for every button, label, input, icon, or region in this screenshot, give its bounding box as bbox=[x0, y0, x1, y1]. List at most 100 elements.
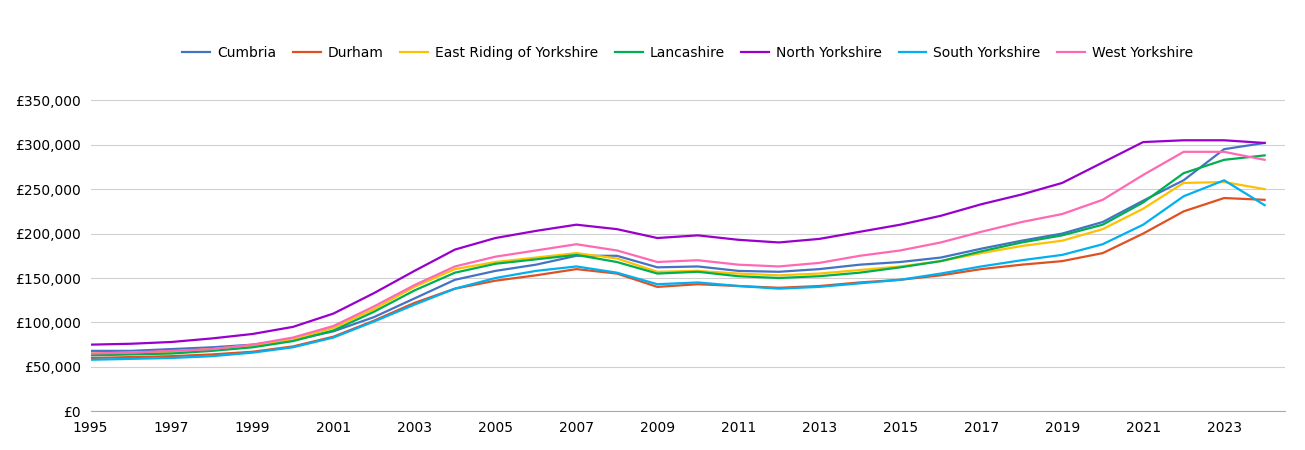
East Riding of Yorkshire bbox=[1014, 243, 1030, 249]
North Yorkshire bbox=[1176, 138, 1191, 143]
Cumbria bbox=[1095, 219, 1111, 225]
North Yorkshire bbox=[893, 222, 908, 227]
East Riding of Yorkshire bbox=[1135, 206, 1151, 211]
South Yorkshire bbox=[163, 355, 179, 360]
Cumbria bbox=[1176, 178, 1191, 183]
East Riding of Yorkshire bbox=[367, 306, 382, 312]
Cumbria bbox=[1216, 146, 1232, 152]
Durham bbox=[731, 284, 746, 289]
East Riding of Yorkshire bbox=[690, 268, 706, 274]
East Riding of Yorkshire bbox=[609, 256, 625, 261]
Durham bbox=[974, 266, 989, 272]
West Yorkshire bbox=[163, 348, 179, 354]
Durham bbox=[1095, 250, 1111, 256]
Line: East Riding of Yorkshire: East Riding of Yorkshire bbox=[90, 182, 1265, 354]
North Yorkshire bbox=[1257, 140, 1272, 146]
North Yorkshire bbox=[529, 228, 544, 234]
Lancashire bbox=[771, 275, 787, 281]
East Riding of Yorkshire bbox=[529, 255, 544, 260]
Cumbria bbox=[569, 253, 585, 258]
West Yorkshire bbox=[771, 264, 787, 269]
South Yorkshire bbox=[771, 286, 787, 291]
Cumbria bbox=[974, 246, 989, 252]
Lancashire bbox=[82, 353, 98, 358]
Cumbria bbox=[771, 269, 787, 274]
North Yorkshire bbox=[1135, 140, 1151, 145]
East Riding of Yorkshire bbox=[974, 250, 989, 256]
East Riding of Yorkshire bbox=[245, 343, 261, 348]
Cumbria bbox=[893, 259, 908, 265]
Cumbria bbox=[609, 253, 625, 258]
North Yorkshire bbox=[1054, 180, 1070, 186]
North Yorkshire bbox=[690, 233, 706, 238]
South Yorkshire bbox=[974, 264, 989, 269]
East Riding of Yorkshire bbox=[326, 325, 342, 330]
East Riding of Yorkshire bbox=[1257, 186, 1272, 192]
Durham bbox=[204, 352, 219, 357]
Cumbria bbox=[812, 266, 827, 272]
Cumbria bbox=[731, 268, 746, 274]
West Yorkshire bbox=[650, 259, 666, 265]
West Yorkshire bbox=[731, 262, 746, 267]
South Yorkshire bbox=[245, 350, 261, 356]
West Yorkshire bbox=[245, 342, 261, 347]
Lancashire bbox=[1216, 157, 1232, 162]
West Yorkshire bbox=[367, 304, 382, 309]
Line: South Yorkshire: South Yorkshire bbox=[90, 180, 1265, 360]
Lancashire bbox=[1014, 240, 1030, 245]
East Riding of Yorkshire bbox=[1176, 180, 1191, 186]
North Yorkshire bbox=[812, 236, 827, 242]
East Riding of Yorkshire bbox=[650, 269, 666, 274]
South Yorkshire bbox=[407, 302, 423, 307]
West Yorkshire bbox=[326, 323, 342, 328]
East Riding of Yorkshire bbox=[123, 350, 138, 356]
Durham bbox=[163, 354, 179, 359]
West Yorkshire bbox=[204, 346, 219, 352]
Cumbria bbox=[163, 346, 179, 352]
South Yorkshire bbox=[123, 356, 138, 361]
North Yorkshire bbox=[407, 268, 423, 274]
Cumbria bbox=[367, 315, 382, 320]
South Yorkshire bbox=[82, 357, 98, 362]
Cumbria bbox=[529, 262, 544, 267]
North Yorkshire bbox=[609, 226, 625, 232]
Lancashire bbox=[569, 252, 585, 257]
Lancashire bbox=[326, 328, 342, 333]
Durham bbox=[1216, 195, 1232, 201]
Line: Lancashire: Lancashire bbox=[90, 155, 1265, 356]
Lancashire bbox=[650, 271, 666, 276]
Lancashire bbox=[1135, 200, 1151, 205]
Cumbria bbox=[448, 277, 463, 283]
East Riding of Yorkshire bbox=[771, 273, 787, 278]
Cumbria bbox=[286, 338, 301, 343]
West Yorkshire bbox=[286, 335, 301, 340]
Durham bbox=[286, 344, 301, 349]
West Yorkshire bbox=[609, 248, 625, 253]
Durham bbox=[933, 273, 949, 278]
West Yorkshire bbox=[529, 248, 544, 253]
Durham bbox=[488, 278, 504, 284]
Lancashire bbox=[933, 258, 949, 264]
Cumbria bbox=[407, 296, 423, 301]
South Yorkshire bbox=[204, 354, 219, 359]
Durham bbox=[650, 284, 666, 290]
West Yorkshire bbox=[1014, 219, 1030, 225]
South Yorkshire bbox=[609, 270, 625, 275]
South Yorkshire bbox=[1257, 202, 1272, 208]
South Yorkshire bbox=[286, 345, 301, 350]
South Yorkshire bbox=[852, 281, 868, 286]
South Yorkshire bbox=[488, 275, 504, 281]
Cumbria bbox=[1135, 198, 1151, 203]
South Yorkshire bbox=[326, 335, 342, 340]
Durham bbox=[245, 349, 261, 355]
North Yorkshire bbox=[204, 336, 219, 341]
Durham bbox=[1257, 197, 1272, 202]
East Riding of Yorkshire bbox=[407, 284, 423, 290]
Lancashire bbox=[367, 309, 382, 315]
West Yorkshire bbox=[812, 260, 827, 265]
Lancashire bbox=[731, 274, 746, 279]
East Riding of Yorkshire bbox=[1054, 238, 1070, 243]
Cumbria bbox=[933, 255, 949, 260]
North Yorkshire bbox=[82, 342, 98, 347]
North Yorkshire bbox=[974, 202, 989, 207]
